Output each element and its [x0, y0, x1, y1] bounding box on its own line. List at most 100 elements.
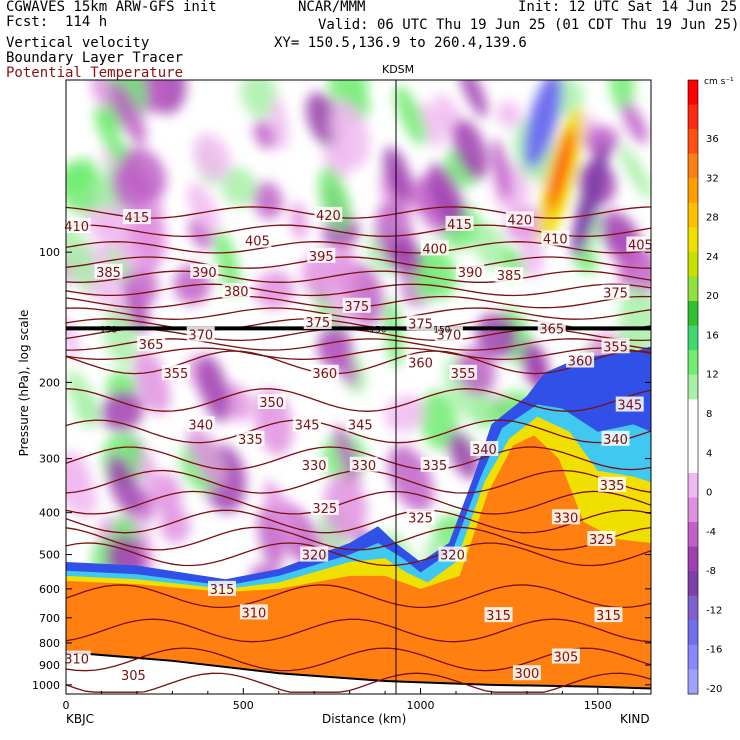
forecast-hour: Fcst: 114 h — [6, 14, 108, 30]
isentrope-label: 370 — [186, 326, 215, 344]
y-tick-label: 700 — [39, 612, 60, 625]
svg-text:375: 375 — [344, 300, 369, 315]
isentrope-label: 390 — [190, 263, 219, 281]
isentrope-label: 360 — [566, 352, 595, 370]
colorbar-swatch — [688, 448, 698, 474]
x-tick-label: 500 — [233, 699, 254, 712]
svg-text:355: 355 — [451, 367, 476, 382]
plot-frame — [65, 79, 652, 695]
colorbar-swatch — [688, 276, 698, 302]
colorbar-swatch — [688, 129, 698, 155]
isentrope-label: 305 — [551, 648, 580, 665]
colorbar-swatch — [688, 644, 698, 670]
svg-text:375: 375 — [408, 317, 433, 332]
isentrope-label: 300 — [512, 665, 541, 682]
isentrope-label: 335 — [598, 476, 626, 494]
isentrope-label: 360 — [310, 364, 339, 382]
y-axis-label: Pressure (hPa), log scale — [17, 309, 31, 457]
isentrope-label: 375 — [342, 297, 371, 315]
svg-text:370: 370 — [188, 329, 213, 344]
isentrope-label: 390 — [456, 263, 485, 281]
svg-text:315: 315 — [596, 609, 621, 624]
tropopause-label: 150 — [100, 325, 117, 335]
svg-text:400: 400 — [422, 242, 447, 257]
svg-text:325: 325 — [312, 502, 337, 517]
isentrope-label: 405 — [243, 232, 272, 250]
station-marker-label: KDSM — [382, 63, 415, 76]
isentrope-label: 365 — [537, 320, 566, 337]
theta-title: Potential Temperature — [6, 65, 184, 81]
isentrope-label: 335 — [420, 456, 449, 474]
svg-text:315: 315 — [210, 583, 235, 598]
colorbar-label: 32 — [706, 173, 719, 184]
svg-text:360: 360 — [568, 355, 593, 370]
svg-text:415: 415 — [124, 211, 149, 226]
isentrope-label: 410 — [541, 230, 570, 248]
y-tick-label: 200 — [39, 376, 60, 389]
center-title: NCAR/MMM — [298, 0, 366, 15]
contour-labels: 300 305 305 310 310 315 315 315 320 320 325 325 325 3… — [62, 206, 655, 684]
tropopause-label: 150 — [433, 325, 450, 335]
isentrope-label: 345 — [346, 416, 375, 433]
colorbar-swatch — [688, 301, 698, 327]
colorbar-label: 12 — [706, 370, 719, 381]
svg-text:315: 315 — [486, 609, 511, 624]
svg-text:335: 335 — [238, 433, 263, 448]
isentrope-label: 315 — [208, 580, 236, 598]
isentrope-label: 310 — [239, 604, 268, 621]
y-tick-label: 600 — [39, 583, 60, 596]
isentrope-label: 380 — [222, 283, 251, 300]
isentrope-label: 345 — [615, 396, 644, 414]
svg-text:385: 385 — [497, 269, 522, 284]
svg-text:375: 375 — [305, 316, 330, 331]
x-tick-label: 1000 — [407, 699, 435, 712]
colorbar-label: -8 — [706, 566, 716, 577]
colorbar-swatch — [688, 522, 698, 548]
isentrope-label: 420 — [314, 206, 343, 224]
isentrope-label: 325 — [310, 499, 339, 517]
svg-text:365: 365 — [139, 338, 164, 353]
colorbar-swatch — [688, 571, 698, 597]
isentrope-label: 325 — [587, 530, 616, 548]
isentrope-label: 340 — [470, 440, 499, 458]
svg-text:355: 355 — [603, 340, 628, 355]
svg-text:310: 310 — [241, 606, 266, 621]
svg-text:320: 320 — [440, 549, 465, 564]
svg-text:365: 365 — [539, 322, 564, 337]
isentrope-label: 335 — [236, 430, 265, 448]
svg-text:415: 415 — [447, 218, 472, 233]
isentrope-label: 320 — [438, 546, 467, 564]
y-tick-label: 900 — [39, 659, 60, 672]
colorbar-swatch — [688, 472, 698, 499]
model-title: CGWAVES 15km ARW-GFS init — [6, 0, 217, 15]
svg-text:360: 360 — [408, 357, 433, 372]
isentrope-label: 355 — [601, 338, 630, 355]
isentrope-label: 375 — [601, 284, 630, 302]
isentrope-label: 395 — [307, 247, 336, 265]
colorbar: 36 32 28 24 20 16 12 8 4 0 -4 -8 -12 -16 -20 — [687, 79, 722, 695]
left-station-label: KBJC — [66, 712, 95, 726]
colorbar-label: 16 — [706, 330, 719, 341]
y-tick-label: 500 — [39, 549, 60, 562]
svg-text:370: 370 — [436, 329, 461, 344]
isentrope-label: 340 — [601, 430, 630, 448]
isentrope-label: 405 — [626, 236, 655, 254]
right-station-label: KIND — [620, 712, 650, 726]
svg-text:410: 410 — [64, 220, 89, 235]
isentrope-label: 305 — [119, 667, 148, 684]
svg-text:380: 380 — [224, 285, 249, 300]
colorbar-swatch — [688, 423, 698, 449]
colorbar-swatch — [688, 497, 698, 523]
colorbar-label: 8 — [706, 409, 712, 420]
isentrope-label: 340 — [186, 416, 215, 433]
svg-text:410: 410 — [543, 233, 568, 248]
colorbar-label: 0 — [706, 488, 712, 499]
colorbar-swatch — [688, 546, 698, 572]
isentrope-label: 330 — [300, 456, 329, 474]
svg-text:335: 335 — [422, 459, 447, 474]
svg-text:340: 340 — [603, 433, 628, 448]
colorbar-label: -20 — [706, 684, 722, 695]
svg-text:420: 420 — [316, 209, 341, 224]
svg-text:385: 385 — [96, 266, 121, 281]
